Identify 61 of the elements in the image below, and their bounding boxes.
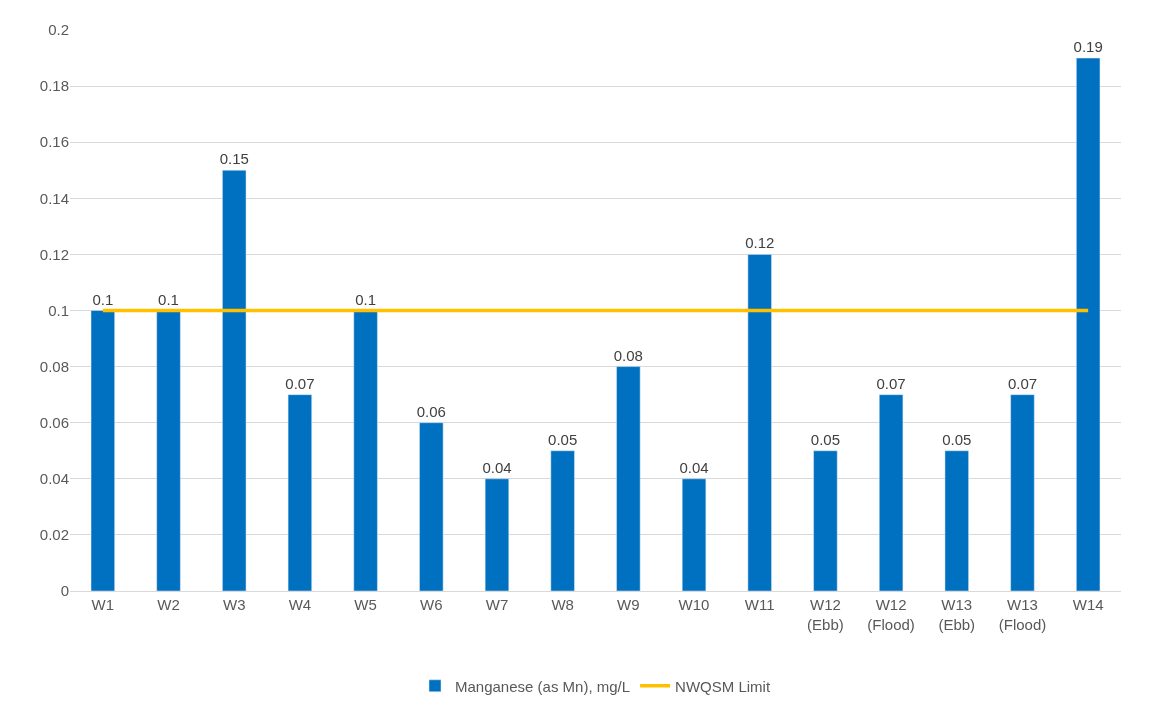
bar bbox=[616, 366, 641, 591]
data-label: 0.15 bbox=[219, 150, 249, 168]
x-tick-label: W7 bbox=[485, 596, 509, 613]
x-tick-label: W12 (Ebb) bbox=[807, 596, 844, 633]
x-tick-label: W2 bbox=[157, 596, 180, 613]
x-tick-label: W1 bbox=[91, 596, 115, 613]
y-tick-label: 0.12 bbox=[39, 245, 69, 263]
data-label: 0.07 bbox=[285, 374, 315, 392]
bar bbox=[1076, 57, 1101, 591]
x-tick-label: W8 bbox=[551, 596, 574, 613]
x-tick-label: W13 (Flood) bbox=[998, 596, 1047, 633]
x-tick-label: W13 (Ebb) bbox=[938, 596, 976, 633]
data-label: 0.1 bbox=[158, 290, 179, 308]
x-tick-label: W3 bbox=[222, 596, 246, 613]
data-label: 0.1 bbox=[92, 290, 114, 308]
x-tick-label: W9 bbox=[617, 596, 640, 613]
bar bbox=[287, 394, 312, 591]
data-label: 0.19 bbox=[1073, 38, 1103, 56]
data-label: 0.04 bbox=[679, 458, 709, 476]
y-tick-label: 0.08 bbox=[39, 357, 69, 375]
data-label: 0.05 bbox=[548, 430, 578, 448]
y-tick-label: 0 bbox=[60, 582, 69, 600]
legend-label: Manganese (as Mn), mg/L bbox=[455, 677, 631, 695]
data-label: 0.06 bbox=[416, 402, 446, 420]
bar bbox=[747, 254, 772, 591]
data-label: 0.08 bbox=[613, 346, 643, 364]
x-tick-label: W14 bbox=[1072, 596, 1104, 613]
bar bbox=[353, 310, 378, 591]
data-label: 0.07 bbox=[876, 374, 906, 392]
y-tick-label: 0.14 bbox=[39, 189, 69, 207]
x-tick-label: W11 bbox=[744, 596, 775, 613]
data-label: 0.05 bbox=[942, 430, 972, 448]
bar bbox=[484, 478, 510, 591]
bar bbox=[1010, 394, 1035, 591]
bar bbox=[90, 310, 115, 591]
bar bbox=[419, 422, 444, 591]
y-tick-label: 0.02 bbox=[39, 526, 69, 544]
data-label: 0.1 bbox=[355, 290, 377, 308]
legend-label: NWQSM Limit bbox=[675, 677, 771, 695]
x-tick-label: W6 bbox=[420, 596, 443, 613]
x-tick-label: W4 bbox=[288, 596, 312, 613]
y-tick-label: 0.16 bbox=[39, 133, 69, 151]
x-tick-label: W5 bbox=[354, 596, 377, 613]
bar bbox=[681, 478, 707, 591]
bar bbox=[550, 450, 575, 591]
x-tick-label: W10 bbox=[678, 596, 710, 613]
data-label: 0.07 bbox=[1007, 374, 1038, 392]
data-label: 0.04 bbox=[482, 458, 512, 476]
data-label: 0.05 bbox=[810, 430, 841, 448]
data-label: 0.12 bbox=[745, 234, 775, 252]
y-tick-label: 0.1 bbox=[48, 301, 69, 319]
y-tick-label: 0.2 bbox=[48, 21, 69, 39]
y-tick-label: 0.18 bbox=[39, 77, 69, 95]
bar bbox=[879, 394, 904, 591]
bar bbox=[222, 170, 247, 591]
bar bbox=[813, 450, 838, 591]
bar bbox=[156, 310, 181, 591]
x-tick-label: W12 (Flood) bbox=[867, 596, 915, 633]
y-tick-label: 0.06 bbox=[39, 413, 69, 431]
y-tick-label: 0.04 bbox=[39, 470, 69, 488]
bar bbox=[944, 450, 969, 591]
